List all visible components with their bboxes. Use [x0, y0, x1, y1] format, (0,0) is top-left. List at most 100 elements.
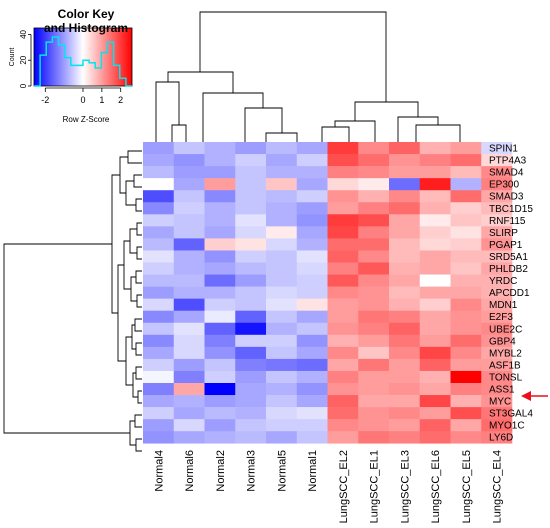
heatmap-cell-spin1-lungscc_el3 [389, 142, 421, 155]
heatmap-cell-ly6d-normal2 [204, 431, 236, 444]
heatmap-cell-slirp-normal5 [266, 226, 298, 239]
heatmap-cell-gbp4-lungscc_el1 [358, 334, 390, 348]
heatmap-cell-phldb2-normal6 [173, 262, 205, 275]
heatmap-cell-srd5a1-normal2 [204, 250, 236, 263]
heatmap-cell-gbp4-lungscc_el3 [389, 334, 421, 348]
heatmap-cell-rnf115-normal5 [266, 214, 298, 227]
heatmap-cell-apcdd1-normal4 [143, 286, 175, 299]
heatmap-cell-apcdd1-normal2 [204, 286, 236, 299]
column-label-lungscc_el6: LungSCC_EL6 [430, 450, 442, 523]
heatmap-cell-srd5a1-normal1 [296, 250, 328, 263]
heatmap-cell-ptp4a3-normal3 [235, 154, 267, 167]
heatmap-cell-myo1c-normal1 [296, 419, 328, 432]
heatmap-cell-tbc1d15-lungscc_el2 [327, 202, 359, 215]
heatmap-cell-pgap1-normal1 [296, 238, 328, 251]
heatmap-cell-gbp4-normal1 [296, 334, 328, 348]
heatmap-cell-gbp4-normal4 [143, 334, 175, 348]
heatmap-cell-slirp-normal6 [173, 226, 205, 239]
heatmap-cell-tbc1d15-normal5 [266, 202, 298, 215]
heatmap-cell-ube2c-normal2 [204, 322, 236, 336]
row-label-asf1b: ASF1B [489, 360, 521, 371]
heatmap-cell-slirp-lungscc_el6 [419, 226, 451, 239]
heatmap-cell-yrdc-normal2 [204, 274, 236, 287]
heatmap-cell-myo1c-normal2 [204, 419, 236, 432]
heatmap-cell-e2f3-lungscc_el6 [419, 310, 451, 324]
heatmap-cell-myo1c-normal4 [143, 419, 175, 432]
heatmap-cell-rnf115-normal6 [173, 214, 205, 227]
heatmap-cell-e2f3-normal5 [266, 310, 298, 324]
heatmap-cell-rnf115-lungscc_el2 [327, 214, 359, 227]
heatmap-cell-ube2c-normal1 [296, 322, 328, 336]
column-label-normal2: Normal2 [215, 450, 227, 492]
heatmap-cell-smad4-normal4 [143, 166, 175, 179]
heatmap-cell-mdn1-lungscc_el6 [419, 298, 451, 311]
heatmap-cell-pgap1-lungscc_el1 [358, 238, 390, 251]
row-label-myo1c: MYO1C [489, 421, 525, 432]
heatmap-cell-slirp-normal1 [296, 226, 328, 239]
row-label-gbp4: GBP4 [489, 336, 516, 347]
column-label-normal5: Normal5 [276, 450, 288, 492]
heatmap-cell-tbc1d15-lungscc_el1 [358, 202, 390, 215]
heatmap-cell-tonsl-normal1 [296, 370, 328, 384]
heatmap-cell-ptp4a3-lungscc_el2 [327, 154, 359, 167]
heatmap-cell-ep300-lungscc_el5 [450, 178, 482, 191]
heatmap-cell-phldb2-lungscc_el3 [389, 262, 421, 275]
color-key-title-1: Color Key [58, 7, 115, 21]
color-key-x-tick-label: -2 [41, 95, 49, 105]
color-key-y-tick-label: 0 [19, 83, 28, 88]
heatmap-cell-gbp4-normal3 [235, 334, 267, 348]
heatmap-cell-rnf115-lungscc_el3 [389, 214, 421, 227]
color-key-x-ticks: -2 0 1 2 [41, 87, 123, 105]
heatmap-cell-asf1b-normal1 [296, 358, 328, 372]
heatmap-cell-smad4-normal6 [173, 166, 205, 179]
heatmap-cell-myo1c-lungscc_el3 [389, 419, 421, 432]
heatmap-cell-myc-lungscc_el1 [358, 395, 390, 408]
heatmap-cell-ep300-normal2 [204, 178, 236, 191]
heatmap-cell-myo1c-lungscc_el5 [450, 419, 482, 432]
heatmap-cell-mybl2-normal1 [296, 346, 328, 360]
heatmap-cell-apcdd1-lungscc_el6 [419, 286, 451, 299]
heatmap-cell-rnf115-lungscc_el5 [450, 214, 482, 227]
color-key-xlabel: Row Z-Score [63, 115, 110, 124]
heatmap-cell-yrdc-lungscc_el6 [419, 274, 451, 287]
heatmap-cell-mdn1-lungscc_el5 [450, 298, 482, 311]
heatmap-cell-mdn1-normal5 [266, 298, 298, 311]
heatmap-cell-ass1-normal4 [143, 383, 175, 396]
heatmap-cell-ube2c-lungscc_el4 [481, 322, 513, 336]
heatmap-cell-apcdd1-lungscc_el4 [481, 286, 513, 299]
heatmap-cell-ly6d-normal4 [143, 431, 175, 444]
heatmap-cell-myo1c-lungscc_el1 [358, 419, 390, 432]
heatmap-cell-tbc1d15-normal3 [235, 202, 267, 215]
row-label-phldb2: PHLDB2 [489, 264, 528, 275]
heatmap-cell-ly6d-normal6 [173, 431, 205, 444]
heatmap-cell-ly6d-normal3 [235, 431, 267, 444]
heatmap-cell-e2f3-normal6 [173, 310, 205, 324]
heatmap-cell-srd5a1-lungscc_el3 [389, 250, 421, 263]
heatmap-cell-srd5a1-normal4 [143, 250, 175, 263]
row-dendrogram [3, 150, 142, 452]
heatmap-cell-spin1-normal6 [173, 142, 205, 155]
heatmap-cell-myo1c-normal5 [266, 419, 298, 432]
heatmap-cell-myc-lungscc_el2 [327, 395, 359, 408]
heatmap-cell-ube2c-lungscc_el3 [389, 322, 421, 336]
heatmap-cell-ly6d-lungscc_el3 [389, 431, 421, 444]
heatmap-cell-pgap1-lungscc_el4 [481, 238, 513, 251]
heatmap-cell-ube2c-lungscc_el6 [419, 322, 451, 336]
myc-arrow [521, 391, 548, 401]
column-label-lungscc_el4: LungSCC_EL4 [492, 450, 504, 523]
row-label-ptp4a3: PTP4A3 [489, 156, 527, 167]
row-label-pgap1: PGAP1 [489, 240, 523, 251]
heatmap-cell-yrdc-normal1 [296, 274, 328, 287]
heatmap-cell-myc-lungscc_el5 [450, 395, 482, 408]
heatmap-cell-rnf115-normal1 [296, 214, 328, 227]
column-dendrogram [155, 11, 461, 143]
heatmap-cell-st3gal4-lungscc_el4 [481, 407, 513, 420]
heatmap-cell-ep300-normal1 [296, 178, 328, 191]
color-key-y-tick-label: 20 [19, 55, 28, 64]
row-label-apcdd1: APCDD1 [489, 288, 530, 299]
heatmap-cell-smad4-lungscc_el2 [327, 166, 359, 179]
heatmap-cell-phldb2-normal2 [204, 262, 236, 275]
heatmap-cell-ptp4a3-normal2 [204, 154, 236, 167]
heatmap-cell-mdn1-lungscc_el1 [358, 298, 390, 311]
heatmap-cell-phldb2-lungscc_el2 [327, 262, 359, 275]
